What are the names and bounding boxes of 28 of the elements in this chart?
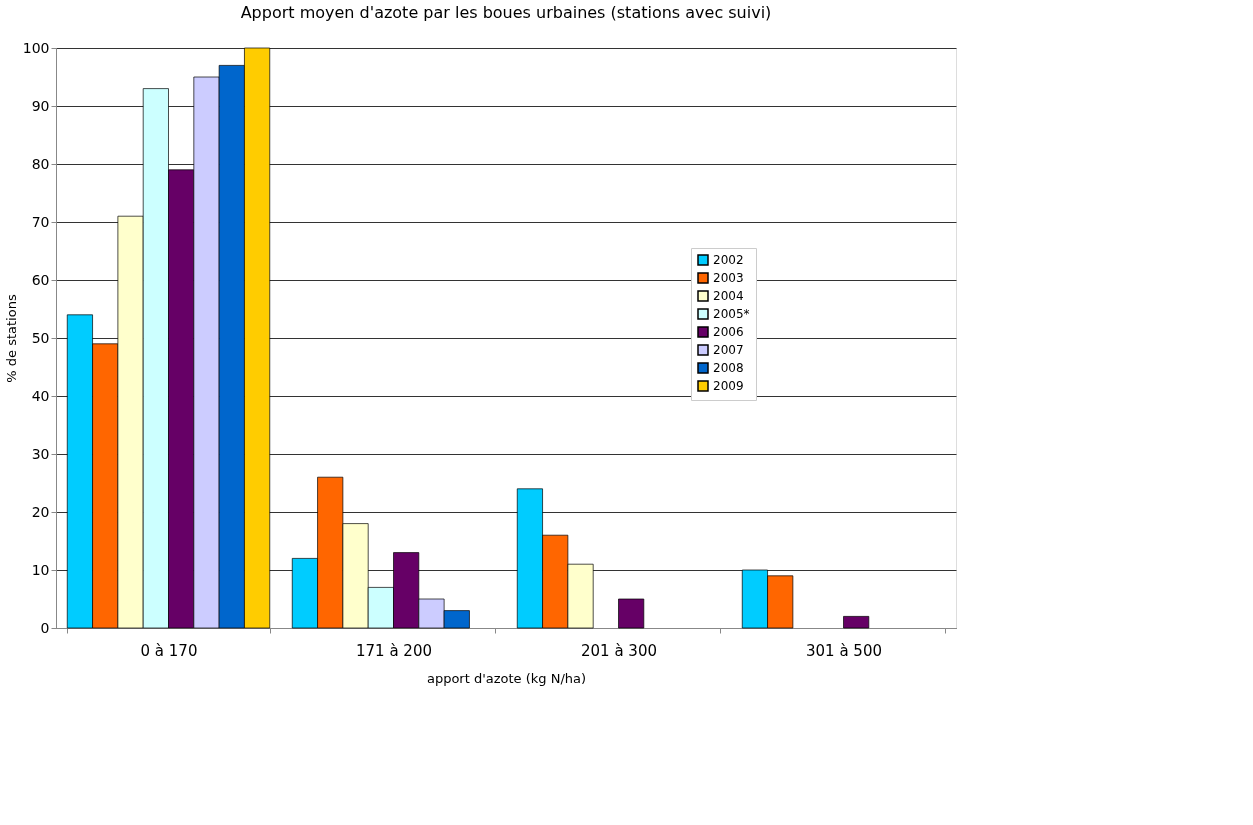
y-tick-label: 0 (40, 619, 50, 636)
y-axis-title: % de stations (3, 294, 19, 383)
x-tick-label: 201 à 300 (581, 641, 657, 660)
legend-label: 2006 (713, 325, 744, 339)
y-tick-label: 50 (31, 329, 50, 346)
legend-label: 2009 (713, 379, 744, 393)
y-tick-label: 60 (31, 271, 50, 288)
y-tick-label: 100 (22, 39, 50, 56)
x-tick-label: 0 à 170 (140, 641, 198, 660)
y-tick-label: 10 (31, 561, 50, 578)
x-tick-label: 171 à 200 (356, 641, 432, 660)
chart-title: Apport moyen d'azote par les boues urbaines (stations avec suivi) (240, 3, 772, 22)
y-tick-label: 20 (31, 503, 50, 520)
legend-label: 2007 (713, 343, 744, 357)
y-tick-label: 70 (31, 213, 50, 230)
legend-label: 2003 (713, 271, 744, 285)
legend-label: 2005* (713, 307, 750, 321)
x-tick-label: 301 à 500 (806, 641, 882, 660)
y-tick-label: 90 (31, 97, 50, 114)
legend-label: 2002 (713, 253, 744, 267)
legend-label: 2004 (713, 289, 744, 303)
bar (618, 598, 645, 629)
y-tick-label: 80 (31, 155, 50, 172)
y-tick-label: 40 (31, 387, 50, 404)
legend-label: 2008 (713, 361, 744, 375)
bar (843, 616, 870, 629)
y-tick-label: 30 (31, 445, 50, 462)
x-axis-title: apport d'azote (kg N/ha) (426, 670, 587, 686)
